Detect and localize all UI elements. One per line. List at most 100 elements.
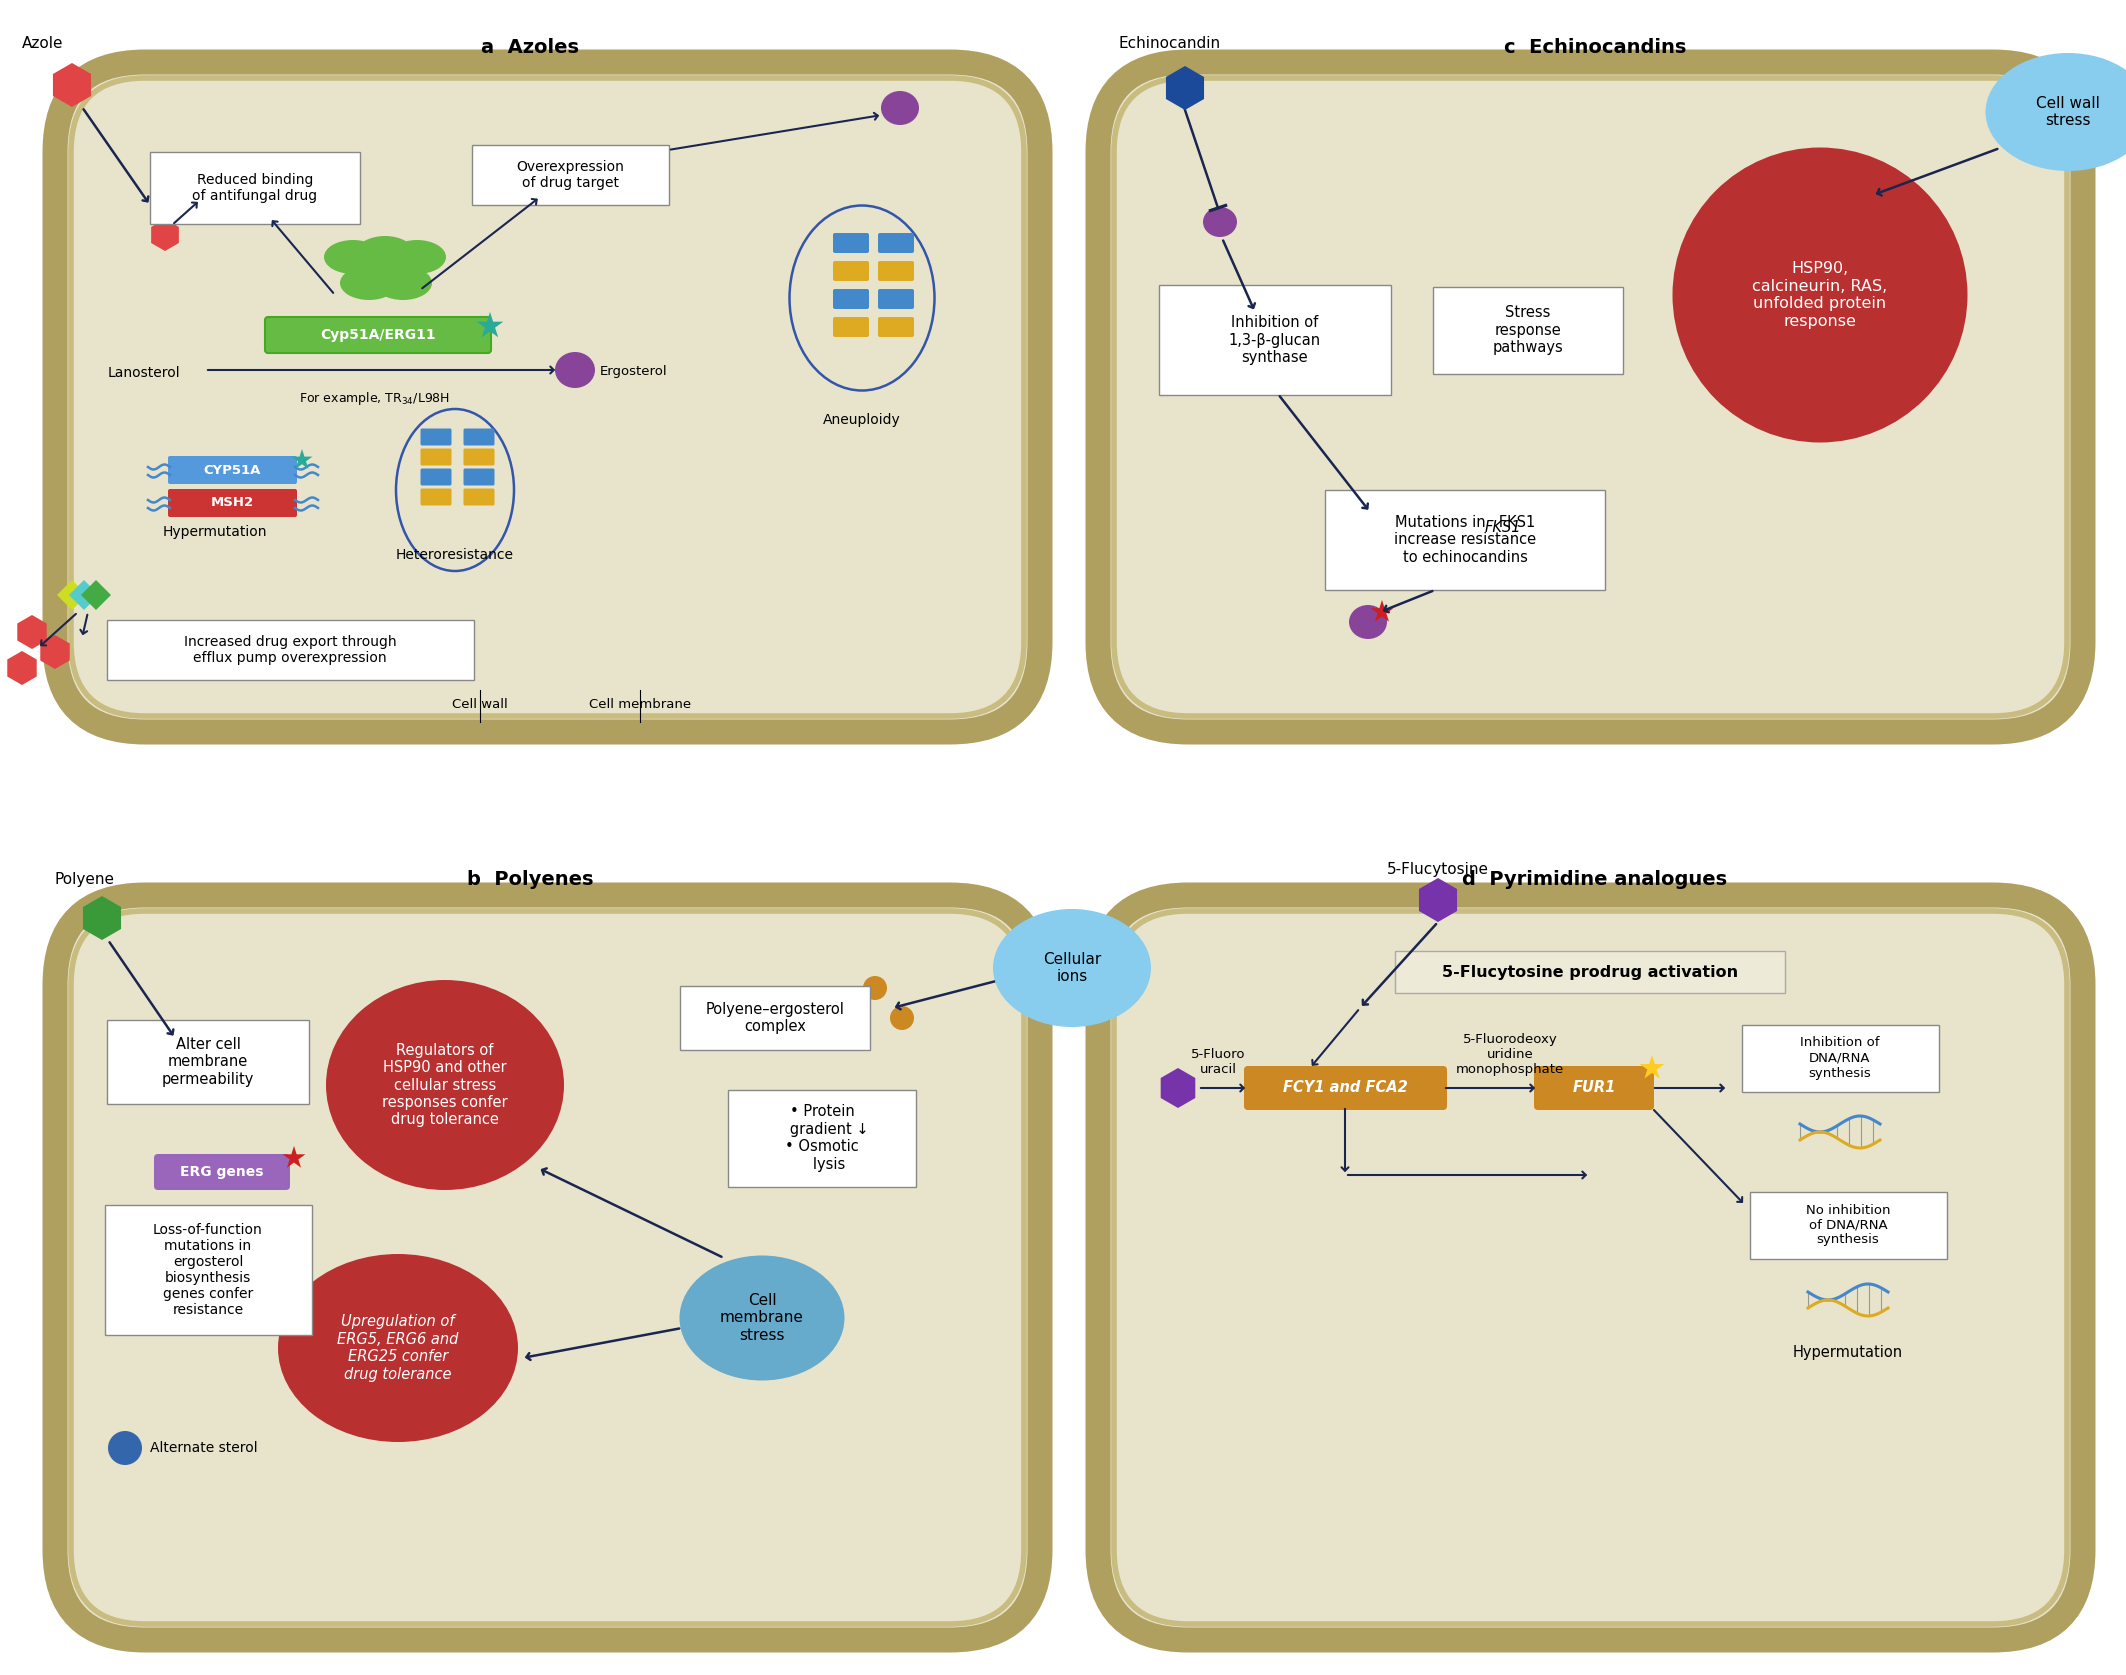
Text: c  Echinocandins: c Echinocandins	[1503, 39, 1686, 57]
Text: Inhibition of
1,3-β-glucan
synthase: Inhibition of 1,3-β-glucan synthase	[1229, 315, 1320, 365]
Ellipse shape	[1673, 147, 1967, 442]
Text: b  Polyenes: b Polyenes	[468, 869, 593, 889]
Text: Cyp51A/ERG11: Cyp51A/ERG11	[321, 328, 436, 342]
Text: Regulators of
HSP90 and other
cellular stress
responses confer
drug tolerance: Regulators of HSP90 and other cellular s…	[383, 1044, 508, 1127]
Ellipse shape	[279, 1255, 519, 1442]
Text: Polyene: Polyene	[55, 873, 115, 888]
FancyBboxPatch shape	[833, 233, 870, 253]
FancyBboxPatch shape	[1159, 285, 1390, 395]
FancyBboxPatch shape	[168, 489, 298, 518]
FancyBboxPatch shape	[1097, 62, 2083, 732]
Ellipse shape	[325, 980, 563, 1189]
Text: Ergosterol: Ergosterol	[600, 365, 668, 379]
Ellipse shape	[555, 352, 595, 389]
FancyBboxPatch shape	[55, 894, 1040, 1640]
FancyBboxPatch shape	[1244, 1065, 1448, 1111]
Text: For example, TR$_{34}$/L98H: For example, TR$_{34}$/L98H	[300, 390, 451, 407]
FancyBboxPatch shape	[266, 317, 491, 353]
FancyBboxPatch shape	[463, 449, 495, 466]
FancyBboxPatch shape	[153, 1154, 289, 1189]
Ellipse shape	[340, 266, 398, 300]
Text: Mutations in    FKS1
increase resistance
to echinocandins: Mutations in FKS1 increase resistance to…	[1395, 516, 1537, 564]
FancyBboxPatch shape	[727, 1089, 916, 1186]
Text: HSP90,
calcineurin, RAS,
unfolded protein
response: HSP90, calcineurin, RAS, unfolded protei…	[1752, 261, 1888, 328]
FancyBboxPatch shape	[1741, 1025, 1939, 1092]
Text: Cell wall
stress: Cell wall stress	[2037, 95, 2100, 129]
Circle shape	[891, 1007, 914, 1030]
Ellipse shape	[680, 1256, 844, 1380]
FancyBboxPatch shape	[104, 1204, 313, 1335]
Text: Aneuploidy: Aneuploidy	[823, 414, 901, 427]
Text: MSH2: MSH2	[210, 496, 253, 509]
Polygon shape	[291, 449, 313, 469]
Polygon shape	[1371, 600, 1393, 621]
Polygon shape	[1165, 65, 1203, 111]
Polygon shape	[151, 219, 179, 251]
FancyBboxPatch shape	[878, 317, 914, 337]
FancyBboxPatch shape	[1750, 1191, 1947, 1258]
Text: Loss-of-function
mutations in
ergosterol
biosynthesis
genes confer
resistance: Loss-of-function mutations in ergosterol…	[153, 1223, 264, 1318]
Polygon shape	[53, 64, 91, 107]
FancyBboxPatch shape	[472, 146, 668, 204]
Ellipse shape	[1986, 54, 2126, 171]
Text: Cell
membrane
stress: Cell membrane stress	[721, 1293, 804, 1343]
Text: Overexpression
of drug target: Overexpression of drug target	[517, 159, 623, 189]
Polygon shape	[283, 1146, 306, 1167]
Polygon shape	[81, 580, 111, 610]
Text: 5-Flucytosine: 5-Flucytosine	[1386, 863, 1488, 878]
FancyBboxPatch shape	[833, 261, 870, 281]
Text: Hypermutation: Hypermutation	[164, 524, 268, 539]
Text: ERG genes: ERG genes	[181, 1166, 264, 1179]
Text: Stress
response
pathways: Stress response pathways	[1492, 305, 1563, 355]
Text: Heteroresistance: Heteroresistance	[395, 548, 514, 563]
Text: FCY1 and FCA2: FCY1 and FCA2	[1282, 1080, 1407, 1095]
Ellipse shape	[355, 236, 415, 270]
Text: No inhibition
of DNA/RNA
synthesis: No inhibition of DNA/RNA synthesis	[1805, 1204, 1890, 1246]
FancyBboxPatch shape	[680, 987, 870, 1050]
FancyBboxPatch shape	[421, 449, 451, 466]
FancyBboxPatch shape	[463, 469, 495, 486]
FancyBboxPatch shape	[151, 152, 359, 224]
Polygon shape	[83, 896, 121, 940]
FancyBboxPatch shape	[463, 429, 495, 446]
Text: a  Azoles: a Azoles	[480, 39, 578, 57]
Text: Echinocandin: Echinocandin	[1118, 35, 1220, 50]
FancyBboxPatch shape	[878, 261, 914, 281]
FancyBboxPatch shape	[833, 317, 870, 337]
Polygon shape	[1639, 1055, 1665, 1079]
FancyBboxPatch shape	[1395, 951, 1786, 993]
Text: Lanosterol: Lanosterol	[108, 367, 181, 380]
Text: • Protein
   gradient ↓
• Osmotic
   lysis: • Protein gradient ↓ • Osmotic lysis	[776, 1104, 867, 1171]
Text: Azole: Azole	[21, 35, 64, 50]
FancyBboxPatch shape	[106, 620, 474, 680]
Text: Inhibition of
DNA/RNA
synthesis: Inhibition of DNA/RNA synthesis	[1801, 1037, 1879, 1079]
FancyBboxPatch shape	[1535, 1065, 1654, 1111]
Text: 5-Fluoro
uracil: 5-Fluoro uracil	[1191, 1049, 1246, 1075]
FancyBboxPatch shape	[833, 290, 870, 308]
Text: Cell wall: Cell wall	[453, 698, 508, 712]
Text: FUR1: FUR1	[1573, 1080, 1616, 1095]
Circle shape	[863, 977, 887, 1000]
Text: Reduced binding
of antifungal drug: Reduced binding of antifungal drug	[193, 173, 317, 203]
Polygon shape	[1418, 878, 1456, 921]
Text: Upregulation of
ERG5, ERG6 and
ERG25 confer
drug tolerance: Upregulation of ERG5, ERG6 and ERG25 con…	[338, 1315, 459, 1382]
FancyBboxPatch shape	[1097, 894, 2083, 1640]
Text: Alternate sterol: Alternate sterol	[151, 1440, 257, 1456]
Text: Cellular
ions: Cellular ions	[1044, 951, 1101, 985]
FancyBboxPatch shape	[421, 469, 451, 486]
FancyBboxPatch shape	[168, 456, 298, 484]
Ellipse shape	[323, 240, 383, 275]
FancyBboxPatch shape	[463, 489, 495, 506]
Ellipse shape	[880, 90, 918, 126]
Text: 5-Flucytosine prodrug activation: 5-Flucytosine prodrug activation	[1441, 965, 1739, 980]
Text: d  Pyrimidine analogues: d Pyrimidine analogues	[1463, 869, 1728, 889]
Polygon shape	[1161, 1069, 1195, 1107]
Text: CYP51A: CYP51A	[204, 464, 261, 476]
FancyBboxPatch shape	[421, 429, 451, 446]
Polygon shape	[68, 580, 100, 610]
Ellipse shape	[1203, 208, 1237, 236]
Text: Polyene–ergosterol
complex: Polyene–ergosterol complex	[706, 1002, 844, 1033]
Ellipse shape	[389, 240, 446, 275]
Polygon shape	[57, 580, 87, 610]
FancyBboxPatch shape	[878, 233, 914, 253]
